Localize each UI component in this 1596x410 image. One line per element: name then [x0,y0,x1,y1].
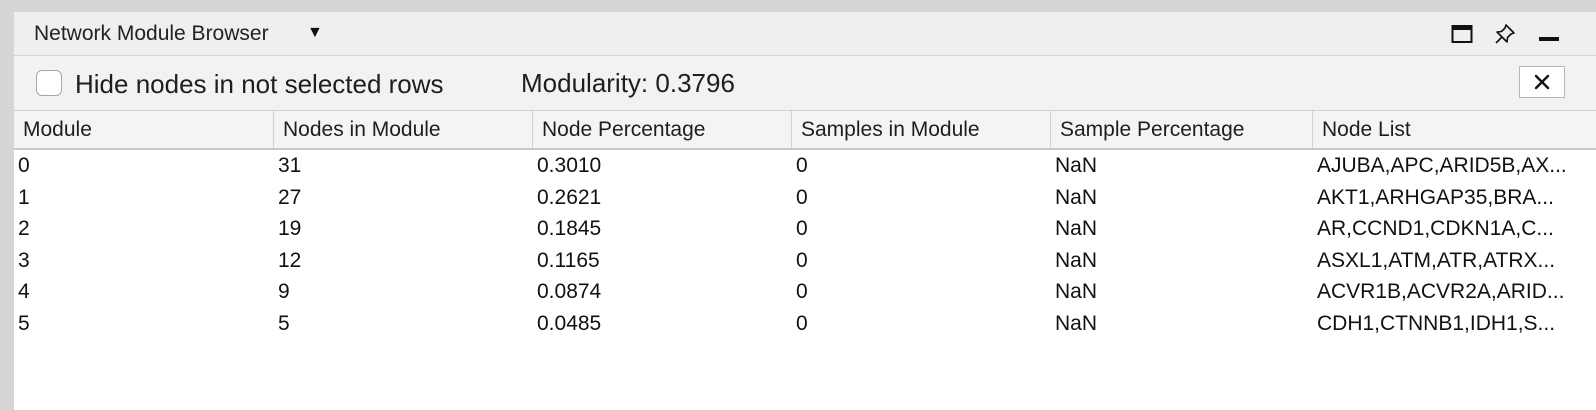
sample-percentage-cell: NaN [1055,185,1098,209]
module-cell: 5 [18,311,30,335]
table-row[interactable]: 1 27 0.2621 0 NaN AKT1,ARHGAP35,BRA... [14,182,1596,213]
node-percentage-cell: 0.1165 [537,248,600,272]
table-row[interactable]: 0 31 0.3010 0 NaN AJUBA,APC,ARID5B,AX... [14,150,1596,181]
node-percentage-cell: 0.3010 [537,154,602,177]
close-button[interactable] [1519,66,1565,98]
module-cell: 4 [18,280,30,303]
module-cell: 1 [18,185,30,209]
column-header-node-percentage[interactable]: Node Percentage [533,111,792,148]
sample-percentage-cell: NaN [1055,280,1098,303]
column-header-module[interactable]: Module [14,111,274,148]
samples-in-module-cell: 0 [796,185,808,209]
node-list-cell: ACVR1B,ACVR2A,ARID... [1317,280,1565,303]
samples-in-module-cell: 0 [796,311,808,335]
node-list-cell: ASXL1,ATM,ATR,ATRX... [1317,248,1556,272]
node-list-cell: AKT1,ARHGAP35,BRA... [1317,185,1554,209]
nodes-in-module-cell: 19 [278,217,302,240]
sample-percentage-cell: NaN [1055,217,1098,240]
nodes-in-module-cell: 12 [278,248,302,272]
table-row[interactable]: 5 5 0.0485 0 NaN CDH1,CTNNB1,IDH1,S... [14,308,1596,339]
sample-percentage-cell: NaN [1055,154,1098,177]
node-percentage-cell: 0.0485 [537,311,602,335]
sample-percentage-cell: NaN [1055,311,1098,335]
nodes-in-module-cell: 5 [278,311,290,335]
nodes-in-module-cell: 31 [278,154,302,177]
network-module-browser-panel: Network Module Browser ▼ [14,12,1596,410]
table-header: Module Nodes in Module Node Percentage S… [14,111,1596,150]
node-list-cell: AR,CCND1,CDKN1A,C... [1317,217,1554,240]
column-header-node-list[interactable]: Node List [1322,118,1411,141]
samples-in-module-cell: 0 [796,217,808,240]
panel-title-bar: Network Module Browser ▼ [14,12,1596,56]
pin-icon[interactable] [1494,23,1516,45]
minimize-icon[interactable] [1538,23,1560,45]
node-list-cell: CDH1,CTNNB1,IDH1,S... [1317,311,1556,335]
nodes-in-module-cell: 9 [278,280,290,303]
module-toolbar: Hide nodes in not selected rows Modulari… [14,56,1596,111]
close-icon [1534,74,1550,90]
hide-nodes-checkbox[interactable] [36,70,62,96]
nodes-in-module-cell: 27 [278,185,302,209]
column-header-nodes-in-module[interactable]: Nodes in Module [274,111,533,148]
node-list-cell: AJUBA,APC,ARID5B,AX... [1317,154,1567,177]
module-cell: 2 [18,217,30,240]
table-row[interactable]: 2 19 0.1845 0 NaN AR,CCND1,CDKN1A,C... [14,213,1596,244]
node-percentage-cell: 0.0874 [537,280,602,303]
title-menu-caret-icon[interactable]: ▼ [307,24,323,41]
sample-percentage-cell: NaN [1055,248,1098,272]
module-cell: 3 [18,248,30,272]
node-percentage-cell: 0.2621 [537,185,602,209]
panel-title[interactable]: Network Module Browser [34,22,269,45]
column-header-samples-in-module[interactable]: Samples in Module [792,111,1051,148]
module-cell: 0 [18,154,30,177]
window-icon[interactable] [1451,23,1473,45]
column-header-sample-percentage[interactable]: Sample Percentage [1051,111,1313,148]
samples-in-module-cell: 0 [796,154,808,177]
module-table: Module Nodes in Module Node Percentage S… [14,111,1596,410]
table-row[interactable]: 4 9 0.0874 0 NaN ACVR1B,ACVR2A,ARID... [14,276,1596,307]
samples-in-module-cell: 0 [796,248,808,272]
table-row[interactable]: 3 12 0.1165 0 NaN ASXL1,ATM,ATR,ATRX... [14,245,1596,276]
modularity-value: Modularity: 0.3796 [521,68,735,98]
samples-in-module-cell: 0 [796,280,808,303]
hide-nodes-label[interactable]: Hide nodes in not selected rows [75,69,444,99]
node-percentage-cell: 0.1845 [537,217,602,240]
